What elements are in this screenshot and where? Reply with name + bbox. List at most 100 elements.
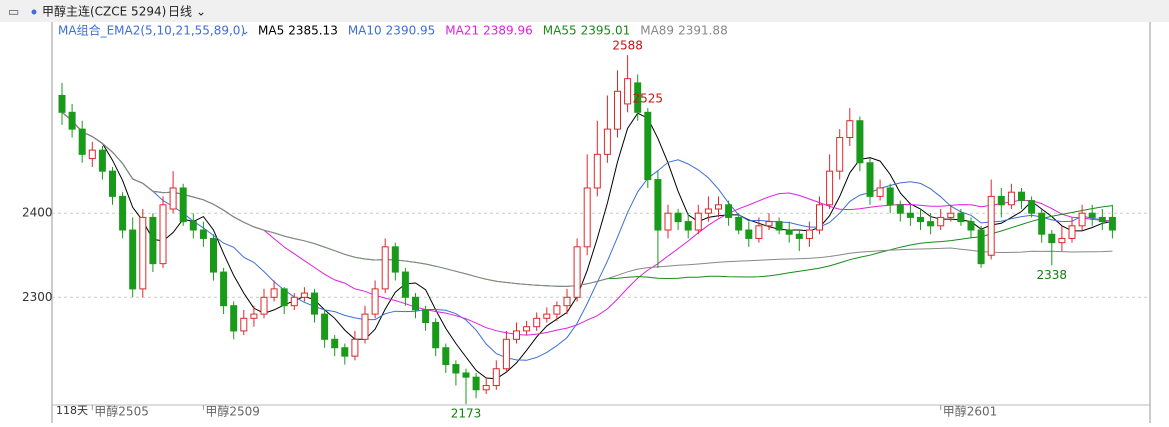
candle-body <box>553 305 561 315</box>
candle-body <box>210 237 217 273</box>
legend-name: MA55 <box>543 24 577 38</box>
candle-body <box>1048 233 1056 244</box>
candle-body <box>725 204 733 218</box>
candle-body <box>1098 216 1106 223</box>
candle-body <box>644 111 652 181</box>
candle-body <box>775 221 783 231</box>
candle-body <box>785 229 793 235</box>
candle-body <box>987 195 995 256</box>
candle-body <box>947 212 955 218</box>
candle-body <box>694 212 702 231</box>
candle-body <box>816 204 823 231</box>
candle-body <box>290 296 298 307</box>
candle-body <box>1088 212 1096 218</box>
x-tick-label: 甲醇2505 <box>94 404 149 419</box>
candle-body <box>624 78 632 105</box>
candle-body <box>250 313 258 319</box>
symbol-dot <box>31 9 37 15</box>
candle-body <box>159 204 167 265</box>
candle-body <box>1018 191 1025 202</box>
extreme-label: 2338 <box>1037 268 1068 282</box>
candle-body <box>119 195 127 231</box>
candle-body <box>109 170 116 197</box>
candle-body <box>573 246 581 298</box>
candle-body <box>543 313 551 319</box>
y-tick-label: 2400 <box>22 206 53 220</box>
candle-body <box>826 170 834 206</box>
candle-body <box>432 322 440 349</box>
legend-name: MA89 <box>640 24 674 38</box>
x-tick-label: 甲醇2509 <box>205 404 260 419</box>
candle-body <box>1068 225 1076 239</box>
candle-body <box>654 179 662 231</box>
candle-body <box>755 225 763 239</box>
candle-body <box>886 187 894 206</box>
candle-body <box>68 111 76 130</box>
y-tick-label: 2300 <box>22 290 53 304</box>
x-tick-label: 甲醇2601 <box>943 404 998 419</box>
candle-body <box>462 372 470 378</box>
candle-body <box>715 204 722 210</box>
candle-body <box>149 216 157 265</box>
candle-body <box>866 162 874 197</box>
candle-body <box>129 229 137 290</box>
indicator-arrow[interactable]: ⌄ <box>240 24 250 38</box>
legend-value: 2395.01 <box>581 24 631 38</box>
extreme-label: 2173 <box>451 407 482 421</box>
candle-body <box>684 221 692 231</box>
candle-body <box>230 305 238 332</box>
extreme-label: 2588 <box>612 39 643 53</box>
candle-body <box>472 376 480 391</box>
candle-body <box>765 221 773 227</box>
candle-body <box>442 347 450 366</box>
candle-body <box>593 153 601 189</box>
candle-body <box>300 292 308 298</box>
candle-body <box>614 90 621 130</box>
candle-body <box>906 212 914 218</box>
symbol-title[interactable]: 甲醇主连(CZCE 5294) <box>42 4 166 19</box>
candle-body <box>492 368 500 387</box>
candle-body <box>937 216 945 227</box>
candle-body <box>1078 212 1086 227</box>
candle-body <box>1028 200 1036 214</box>
candle-body <box>513 330 520 340</box>
period-selector[interactable]: 日线 <box>168 5 192 19</box>
candle-body <box>311 292 318 315</box>
legend-name: MA5 <box>258 24 284 38</box>
candle-body <box>331 338 339 349</box>
candle-body <box>139 216 147 290</box>
extreme-label: 2525 <box>633 92 664 106</box>
candle-body <box>280 288 288 307</box>
ma-line <box>61 111 1113 287</box>
legend-value: 2389.96 <box>483 24 533 38</box>
candle-body <box>88 149 96 160</box>
candle-body <box>98 149 106 172</box>
candle-body <box>482 385 490 391</box>
candle-body <box>179 187 187 223</box>
candle-body <box>220 271 228 307</box>
candle-body <box>603 128 611 155</box>
toolbar <box>0 0 1169 22</box>
candle-body <box>260 296 268 315</box>
candle-body <box>401 271 409 298</box>
candle-body <box>1007 191 1015 206</box>
menu-icon[interactable]: ▭ <box>8 5 19 19</box>
candle-body <box>896 204 904 214</box>
candle-body <box>704 208 712 214</box>
candle-body <box>533 317 541 328</box>
candle-body <box>270 288 278 298</box>
candle-body <box>341 347 349 357</box>
legend-name: MA10 <box>348 24 382 38</box>
period-arrow[interactable]: ⌄ <box>196 5 206 19</box>
candle-body <box>664 212 672 231</box>
legend-name: MA21 <box>445 24 479 38</box>
candle-body <box>856 120 864 164</box>
indicator-name[interactable]: MA组合_EMA2(5,10,21,55,89,0) <box>58 23 245 38</box>
candle-body <box>745 229 753 239</box>
legend-value: 2391.88 <box>678 24 728 38</box>
ma-line <box>61 111 1113 361</box>
candle-body <box>169 187 177 210</box>
candle-body <box>58 94 66 113</box>
candle-body <box>967 221 975 231</box>
